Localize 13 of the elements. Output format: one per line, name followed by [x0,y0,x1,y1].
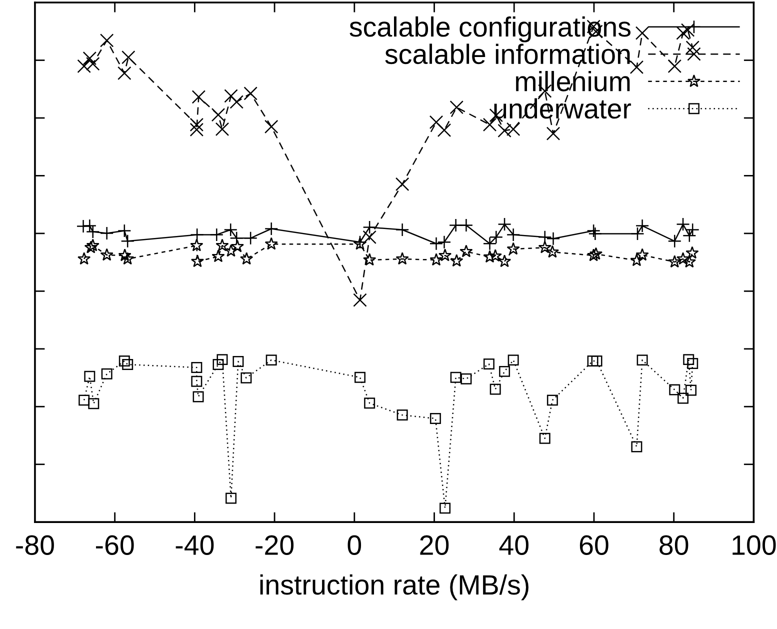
x-axis-title: instruction rate (MB/s) [260,574,528,600]
legend-label: millenium [516,70,630,92]
x-tick-label: 100 [732,535,776,555]
x-tick-label: 20 [420,535,449,555]
x-tick-label: 80 [660,535,688,555]
x-tick-label: -60 [96,535,134,555]
x-tick-label: 60 [580,535,608,555]
x-tick-label: 0 [348,535,362,555]
x-tick-label: -80 [16,535,54,555]
x-tick-label: -40 [176,535,214,555]
x-tick-label: -20 [256,535,294,555]
legend-label: scalable information [385,44,630,64]
x-tick-label: 40 [499,535,528,555]
